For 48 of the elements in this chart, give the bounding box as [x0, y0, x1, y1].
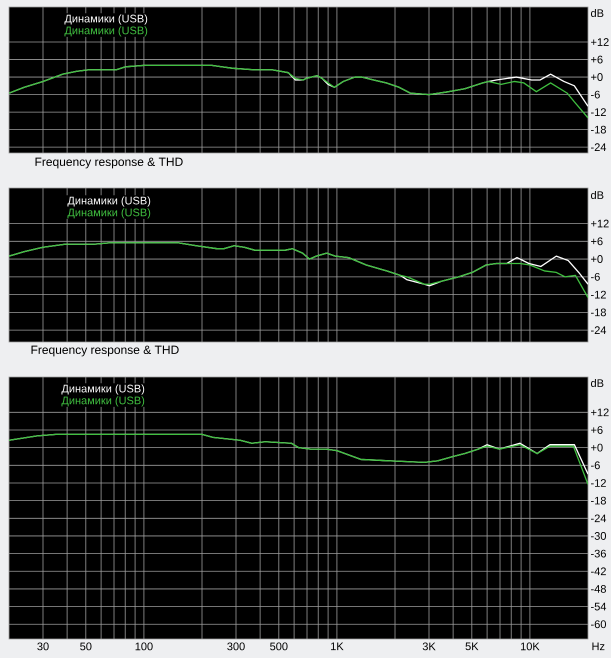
y-tick-label: -18	[591, 308, 606, 316]
y-tick-label: -12	[591, 479, 606, 487]
y-tick-label: +6	[591, 56, 603, 64]
text: Динамики (USB)	[64, 14, 148, 25]
x-tick-label: 50	[80, 642, 92, 650]
y-tick-label: -12	[591, 290, 606, 298]
y-tick-label: -60	[591, 620, 606, 628]
y-axis-title: dB	[591, 8, 604, 18]
chart-title: Frequency response & THD	[36, 158, 183, 168]
y-tick-label: -24	[591, 143, 606, 151]
x-tick-label: 5K	[466, 642, 478, 650]
x-tick-label: 3K	[422, 642, 436, 650]
x-tick-label: 1K	[331, 642, 344, 650]
y-tick-label: +12	[591, 220, 609, 228]
y-tick-label: -42	[591, 567, 606, 576]
y-tick-label: -18	[591, 496, 606, 505]
y-tick-label: -48	[591, 585, 606, 593]
y-tick-label: +0	[591, 444, 603, 452]
text: Динамики (USB)	[61, 396, 144, 407]
x-tick-label: 100	[136, 642, 153, 650]
y-tick-label: +0	[591, 73, 603, 81]
y-tick-label: -6	[591, 461, 600, 470]
y-tick-label: +6	[591, 237, 603, 246]
y-tick-label: +6	[591, 426, 603, 434]
y-axis-title: dB	[591, 190, 604, 200]
x-tick-label: 30	[37, 642, 49, 650]
x-tick-label: 10K	[520, 642, 540, 650]
y-tick-label: -6	[591, 90, 600, 98]
x-tick-label: 300	[227, 642, 245, 650]
text: Динамики (USB)	[67, 208, 150, 219]
y-tick-label: -6	[591, 272, 600, 281]
y-tick-label: -30	[591, 532, 606, 540]
y-tick-label: -54	[591, 602, 606, 610]
text: Динамики (USB)	[64, 26, 148, 37]
y-tick-label: +12	[591, 408, 609, 416]
y-tick-label: +0	[591, 255, 603, 263]
y-axis-title: dB	[591, 378, 604, 388]
y-tick-label: +12	[591, 38, 609, 46]
y-tick-label: -24	[591, 514, 606, 522]
text: Динамики (USB)	[61, 384, 144, 395]
y-tick-label: -18	[591, 126, 606, 134]
y-tick-label: -12	[591, 108, 606, 116]
chart-title: Frequency response & THD	[32, 346, 179, 356]
text: Динамики (USB)	[67, 196, 150, 207]
y-tick-label: -24	[591, 326, 606, 334]
y-tick-label: -36	[591, 550, 606, 558]
x-tick-label: 500	[270, 642, 288, 650]
x-axis-title: Hz	[592, 642, 604, 650]
